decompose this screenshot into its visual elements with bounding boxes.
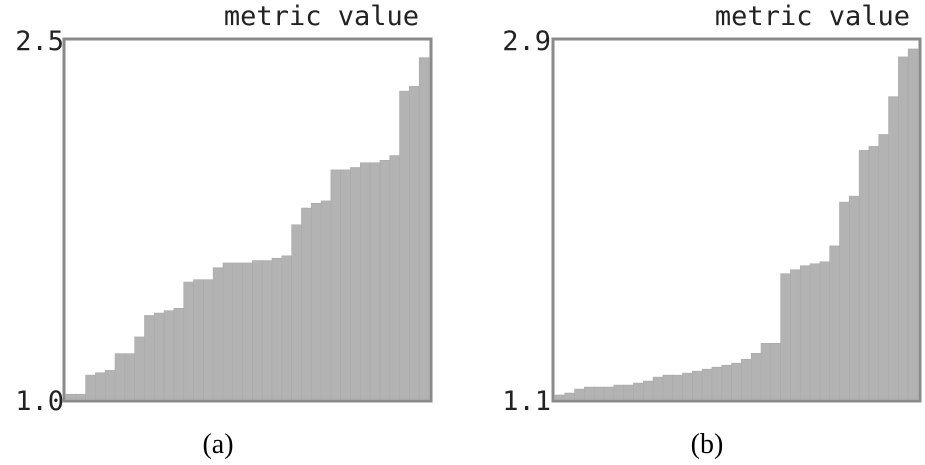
bar-a-8 [134, 336, 145, 400]
y-axis-label-a: metric value [224, 1, 419, 32]
bar-b-19 [731, 362, 742, 400]
bar-a-19 [242, 262, 253, 400]
bar-a-25 [301, 207, 312, 400]
bar-a-31 [360, 162, 371, 400]
bar-b-1 [554, 394, 566, 400]
bar-a-12 [173, 308, 185, 400]
bar-b-6 [603, 386, 615, 400]
bar-a-2 [75, 393, 86, 400]
bar-b-7 [613, 384, 624, 400]
plot-frame-b [551, 37, 922, 403]
bar-b-8 [623, 384, 634, 400]
bar-b-37 [907, 48, 919, 400]
bar-a-16 [212, 267, 224, 400]
bar-b-27 [809, 263, 821, 400]
y-tick-label-b-top: 2.9 [502, 26, 551, 57]
bar-a-20 [252, 260, 263, 400]
bar-b-22 [760, 343, 772, 400]
bar-a-33 [379, 160, 391, 400]
bar-b-16 [701, 368, 713, 400]
panel-caption-a: (a) [202, 429, 233, 460]
bar-a-7 [124, 353, 135, 400]
bar-a-32 [369, 162, 381, 400]
bar-b-31 [849, 195, 860, 400]
bar-a-24 [291, 224, 302, 400]
bar-b-11 [652, 376, 664, 400]
bar-b-25 [790, 269, 801, 400]
bar-a-21 [261, 260, 273, 400]
bar-b-14 [682, 372, 693, 400]
bar-b-29 [829, 245, 840, 400]
y-axis-label-b: metric value [715, 1, 910, 32]
bar-a-18 [232, 262, 243, 400]
bar-a-13 [183, 281, 194, 400]
bar-a-30 [350, 167, 361, 400]
y-tick-label-a-bottom: 1.0 [15, 386, 64, 417]
bar-a-22 [271, 257, 283, 400]
bar-a-3 [85, 374, 96, 400]
bar-a-23 [281, 255, 292, 400]
y-tick-label-b-bottom: 1.1 [502, 386, 551, 417]
bar-b-15 [692, 370, 703, 400]
bar-b-3 [574, 388, 585, 400]
bar-b-5 [593, 386, 605, 400]
bar-b-10 [642, 380, 654, 400]
bar-b-2 [564, 392, 575, 400]
bar-b-30 [839, 201, 850, 400]
bar-b-33 [868, 146, 880, 400]
plot-frame-a [62, 37, 433, 403]
bar-b-35 [888, 96, 899, 400]
bar-b-12 [662, 374, 674, 400]
bar-b-18 [721, 364, 732, 400]
bar-a-6 [114, 353, 126, 400]
bar-a-29 [340, 169, 351, 400]
bar-b-34 [878, 134, 889, 400]
chart-panel-a: metric value 2.5 1.0 (a) [15, 1, 433, 460]
bar-b-23 [770, 343, 781, 400]
panel-caption-b: (b) [691, 429, 724, 460]
bar-b-36 [898, 56, 909, 400]
bar-b-26 [799, 265, 811, 400]
bar-b-24 [780, 273, 791, 400]
bar-a-37 [418, 57, 430, 400]
bar-b-21 [750, 352, 762, 400]
bar-series-b [554, 48, 919, 400]
bar-b-28 [819, 261, 831, 400]
bar-a-34 [389, 155, 400, 400]
y-tick-label-a-top: 2.5 [15, 26, 64, 57]
bar-a-36 [409, 86, 420, 400]
bar-a-15 [203, 279, 214, 400]
bar-a-10 [154, 312, 165, 400]
bar-a-1 [65, 393, 77, 400]
bar-b-20 [741, 358, 752, 400]
bar-a-14 [193, 279, 204, 400]
bar-a-27 [320, 200, 332, 400]
bar-a-28 [330, 169, 342, 400]
bar-a-5 [104, 370, 116, 400]
bar-b-13 [672, 374, 683, 400]
bar-a-35 [399, 90, 410, 400]
bar-b-17 [711, 366, 723, 400]
bar-a-9 [144, 315, 155, 400]
bar-b-4 [584, 386, 595, 400]
bar-b-9 [633, 382, 644, 400]
bar-series-a [65, 57, 430, 400]
bar-a-17 [222, 262, 234, 400]
chart-panel-b: metric value 2.9 1.1 (b) [502, 1, 922, 460]
bar-a-11 [163, 310, 175, 400]
bar-a-26 [310, 202, 322, 400]
bar-b-32 [858, 150, 870, 400]
bar-a-4 [95, 372, 106, 400]
